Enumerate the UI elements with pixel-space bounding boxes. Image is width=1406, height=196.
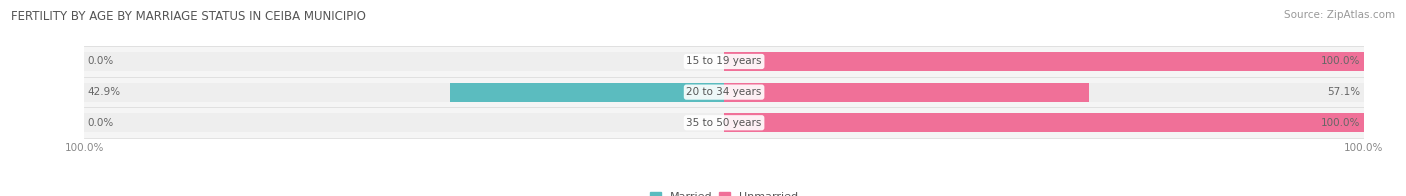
Text: 35 to 50 years: 35 to 50 years bbox=[686, 118, 762, 128]
Bar bbox=[724, 52, 1364, 71]
Bar bbox=[84, 83, 724, 102]
Text: 0.0%: 0.0% bbox=[87, 118, 114, 128]
Bar bbox=[724, 113, 1364, 132]
Text: 0.0%: 0.0% bbox=[87, 56, 114, 66]
Bar bbox=[724, 83, 1090, 102]
Bar bbox=[84, 113, 724, 132]
Bar bbox=[84, 77, 1364, 107]
Text: 20 to 34 years: 20 to 34 years bbox=[686, 87, 762, 97]
Bar bbox=[84, 107, 1364, 138]
Text: FERTILITY BY AGE BY MARRIAGE STATUS IN CEIBA MUNICIPIO: FERTILITY BY AGE BY MARRIAGE STATUS IN C… bbox=[11, 10, 366, 23]
Bar bbox=[450, 83, 724, 102]
Text: Source: ZipAtlas.com: Source: ZipAtlas.com bbox=[1284, 10, 1395, 20]
Legend: Married, Unmarried: Married, Unmarried bbox=[645, 187, 803, 196]
Bar bbox=[724, 113, 1364, 132]
Text: 57.1%: 57.1% bbox=[1327, 87, 1361, 97]
Bar bbox=[84, 52, 724, 71]
Bar bbox=[84, 46, 1364, 77]
Bar bbox=[724, 83, 1364, 102]
Text: 42.9%: 42.9% bbox=[87, 87, 121, 97]
Text: 100.0%: 100.0% bbox=[1322, 118, 1361, 128]
Text: 15 to 19 years: 15 to 19 years bbox=[686, 56, 762, 66]
Text: 100.0%: 100.0% bbox=[1322, 56, 1361, 66]
Bar bbox=[724, 52, 1364, 71]
